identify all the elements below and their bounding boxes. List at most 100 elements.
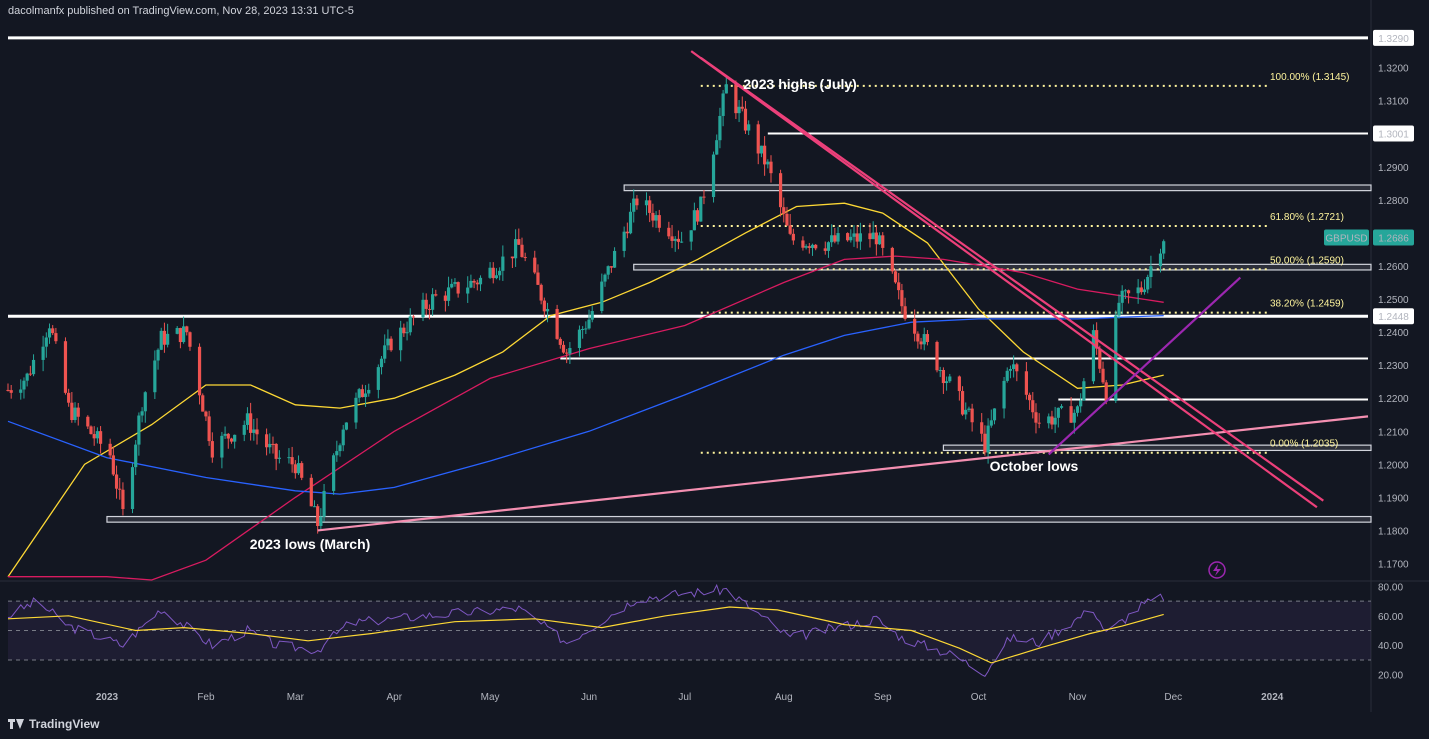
last-price-tag-bg: [1373, 229, 1414, 246]
candle-body: [948, 376, 952, 382]
rsi-y-tick-0: 80.00: [1378, 582, 1403, 593]
candle: [469, 274, 473, 289]
candle: [424, 293, 428, 316]
candle: [1139, 281, 1143, 295]
candle: [536, 264, 540, 286]
last-price-tag: 1.2686: [1373, 229, 1414, 246]
candle-body: [670, 236, 674, 241]
candle: [644, 192, 649, 216]
ma100-line: [8, 255, 1164, 581]
candle-body: [747, 124, 751, 131]
candle-body: [367, 389, 371, 394]
candle-body: [858, 233, 862, 242]
candle-body: [1101, 368, 1105, 383]
candle: [941, 367, 945, 394]
candle-body: [657, 215, 661, 228]
candle-body: [944, 381, 949, 384]
candle-body: [893, 271, 898, 283]
candle-body: [881, 235, 885, 248]
candle: [363, 385, 368, 407]
candle-body: [316, 506, 320, 527]
price-tag-1-3001-text: 1.3001: [1378, 129, 1409, 140]
candle-body: [166, 333, 170, 345]
candle: [877, 232, 882, 245]
y-tick-1: 1.3100: [1378, 97, 1409, 108]
candle-body: [1012, 364, 1016, 369]
candle: [769, 155, 773, 183]
candle: [360, 384, 364, 398]
candle: [916, 331, 920, 349]
candle: [293, 460, 297, 479]
candle: [434, 289, 438, 297]
candle-body: [1015, 364, 1019, 372]
candle: [1162, 239, 1166, 260]
gbpusd-chart[interactable]: 100.00% (1.3145) 61.80% (1.2721) 50.00% (1…: [0, 0, 1429, 712]
candle-body: [833, 235, 837, 242]
candle-body: [1031, 400, 1035, 413]
candle-body: [386, 338, 390, 346]
candle-body: [274, 443, 278, 459]
candle: [1053, 406, 1057, 434]
candle-body: [197, 346, 202, 396]
candle-body: [970, 408, 974, 423]
symbol-tag-bg: [1324, 229, 1369, 246]
candle-body: [54, 333, 58, 342]
candle: [983, 425, 987, 456]
zone-3: [106, 515, 1372, 523]
candle-body: [871, 232, 875, 240]
candle-body: [95, 431, 99, 439]
replay-icon[interactable]: [1208, 561, 1226, 579]
candle: [964, 402, 968, 420]
ma200-line: [7, 314, 1164, 495]
candle: [1027, 392, 1032, 410]
candle-body: [162, 330, 167, 345]
candle: [692, 202, 696, 231]
candle: [491, 262, 495, 284]
candle-body: [523, 256, 527, 258]
candle: [606, 265, 610, 280]
candle-body: [695, 210, 700, 222]
candle-body: [935, 341, 939, 371]
candle: [1056, 407, 1060, 428]
candle: [628, 202, 633, 235]
candle-body: [711, 154, 716, 198]
candle-body: [542, 300, 546, 312]
candle: [542, 297, 546, 318]
tradingview-footer[interactable]: TradingView: [8, 716, 99, 732]
candle: [922, 327, 926, 351]
candle: [166, 323, 170, 348]
candle: [1047, 413, 1051, 429]
candle-body: [293, 464, 297, 474]
candle: [1037, 413, 1041, 429]
candle-body: [533, 257, 537, 273]
candle-body: [431, 294, 435, 310]
candle-body: [1162, 241, 1166, 254]
candle-body: [957, 376, 961, 392]
candle: [724, 76, 728, 94]
candle: [1101, 361, 1105, 385]
candle-body: [41, 346, 45, 360]
candle: [1034, 403, 1038, 434]
candle: [1149, 255, 1153, 289]
candle: [667, 221, 671, 240]
candle: [1002, 376, 1006, 419]
candle-body: [178, 328, 182, 343]
candle-body: [210, 441, 214, 458]
candle: [740, 96, 744, 112]
candle: [810, 243, 815, 256]
candle: [747, 120, 751, 136]
candle-body: [491, 267, 495, 279]
candle-body: [1053, 417, 1057, 425]
candle: [316, 504, 320, 534]
candle-body: [453, 282, 457, 284]
candle-body: [28, 373, 32, 375]
candle: [989, 409, 993, 428]
candle-body: [424, 299, 428, 309]
candle: [399, 320, 403, 362]
candle-body: [510, 256, 515, 259]
candle-body: [539, 284, 543, 301]
candle-body: [715, 140, 719, 155]
candle: [1091, 324, 1096, 385]
candle: [545, 302, 550, 323]
price-tag-1-3290-bg: [1373, 29, 1414, 46]
